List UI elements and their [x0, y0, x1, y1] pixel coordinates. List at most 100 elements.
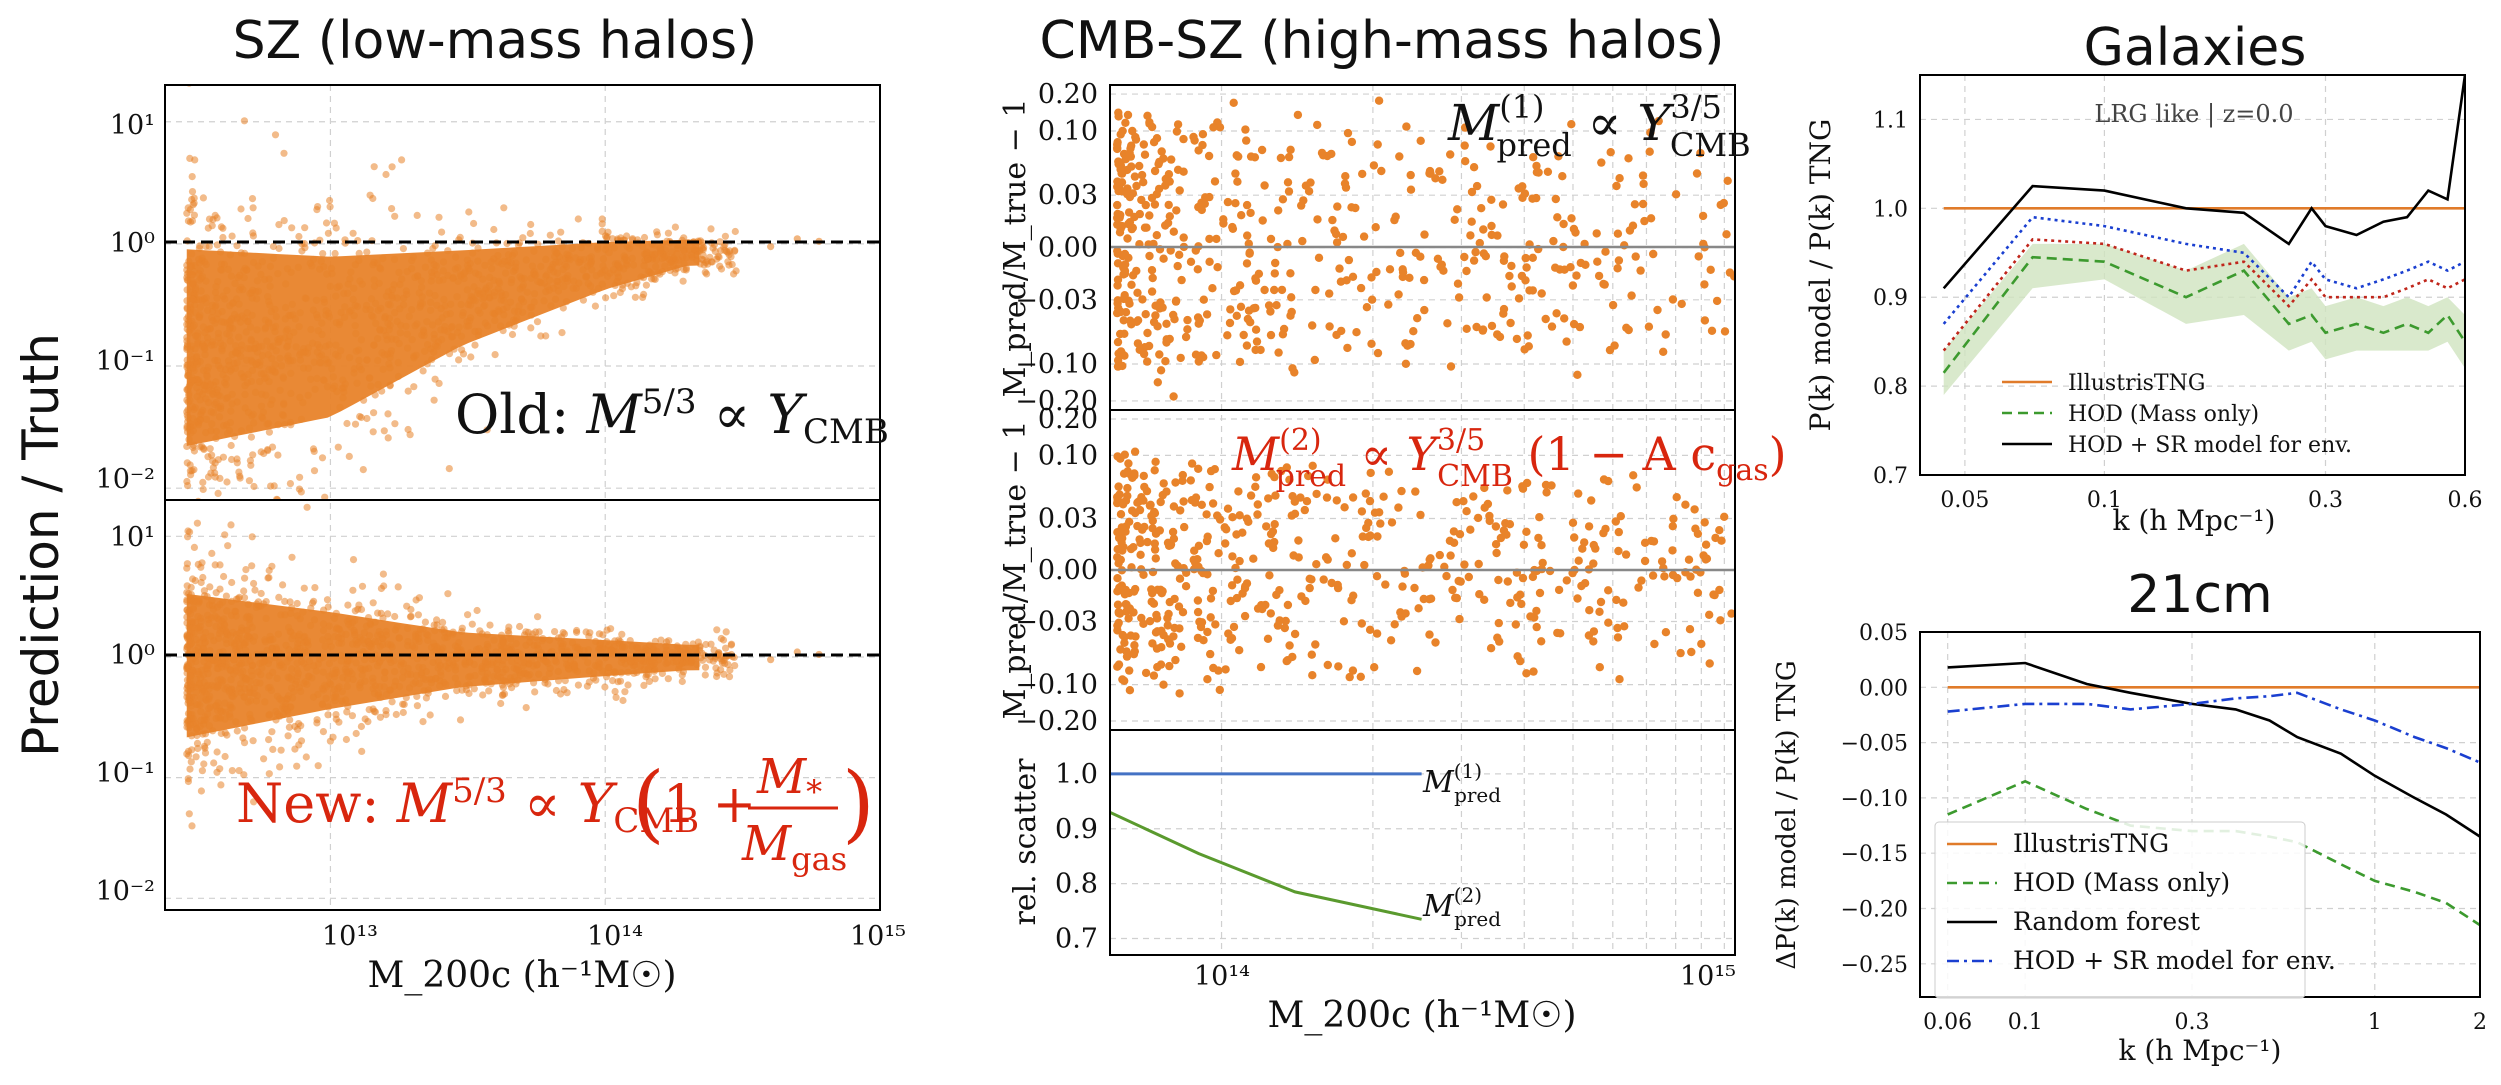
cmbsz-point: [1506, 318, 1515, 328]
sz-point: [213, 357, 221, 365]
cmbsz-point: [1498, 200, 1508, 209]
sz-point: [474, 244, 482, 252]
sz-point: [342, 668, 350, 676]
sz-point: [568, 244, 577, 252]
cmbsz-point: [1401, 609, 1410, 618]
cmbsz-point: [1648, 571, 1658, 580]
cmbsz-point: [1585, 606, 1594, 615]
sz-point: [272, 313, 280, 321]
sz-point: [227, 272, 235, 280]
cmbsz-point: [1480, 503, 1489, 512]
cmbsz-point: [1175, 250, 1184, 259]
sz-point: [607, 625, 615, 633]
cmbsz-scatter-lines: [1110, 772, 1422, 921]
cmbsz-point: [1153, 378, 1163, 387]
sz-point: [454, 643, 462, 651]
sz-point: [302, 295, 310, 303]
cmbsz-point: [1505, 520, 1515, 529]
cmbsz-point: [1280, 623, 1290, 633]
cmbsz-point: [1253, 510, 1262, 519]
cmbsz-point: [1257, 601, 1266, 610]
cmbsz-point: [1119, 316, 1128, 325]
cmbsz-point: [1541, 480, 1551, 490]
cmbsz-ytick: −0.03: [1015, 285, 1098, 316]
sz-point: [495, 277, 503, 285]
sz-point: [358, 280, 366, 288]
sz-point: [396, 305, 404, 313]
sz-point: [396, 280, 404, 289]
sz-new-label: New: M5/3 ∝ YCMB ( 1 + M* Mgas ): [236, 749, 875, 878]
sz-point: [506, 680, 514, 688]
cmbsz-point: [1537, 289, 1546, 298]
cmbsz-point: [1260, 285, 1269, 295]
sz-point: [506, 298, 515, 306]
sz-point: [355, 363, 363, 371]
cmbsz-point: [1252, 337, 1262, 346]
cmbsz-point: [1357, 619, 1367, 628]
cmbsz-point: [1159, 680, 1168, 689]
sz-point: [307, 375, 315, 383]
cmbsz-point: [1274, 206, 1283, 215]
sz-point: [351, 420, 360, 428]
cmbsz-point: [1186, 476, 1196, 485]
cmbsz-point: [1115, 181, 1124, 191]
cmbsz-point: [1398, 582, 1407, 591]
sz-point: [346, 275, 354, 283]
cmbsz-point: [1312, 489, 1321, 499]
sz-point: [434, 318, 442, 326]
sz-point: [682, 264, 691, 272]
cmbsz-point: [1473, 513, 1483, 523]
sz-point: [594, 243, 602, 251]
sz-point: [193, 352, 201, 360]
sz-point: [310, 467, 319, 475]
cmbsz-point: [1127, 162, 1136, 171]
sz-point: [709, 657, 717, 665]
cmbsz-point: [1339, 617, 1349, 626]
cmbsz-point: [1117, 498, 1126, 507]
sz-point: [188, 188, 197, 196]
cmbsz-point: [1300, 505, 1310, 515]
21cm-xtick: 0.06: [1923, 1010, 1972, 1035]
sz-point: [261, 698, 269, 706]
cmbsz-point: [1205, 257, 1214, 266]
sz-point: [642, 673, 650, 681]
cmbsz-point: [1304, 187, 1314, 196]
cmbsz-point: [1293, 110, 1303, 120]
cmbsz-point: [1143, 537, 1152, 547]
sz-point: [192, 688, 200, 697]
cmbsz-point: [1426, 554, 1435, 563]
cmbsz-point: [1668, 570, 1678, 580]
cmbsz-point: [1365, 496, 1375, 506]
sz-point: [390, 281, 398, 289]
cmbsz-point: [1173, 165, 1183, 174]
cmbsz-point: [1367, 339, 1376, 348]
cmbsz-point: [1631, 252, 1640, 261]
sz-point: [470, 685, 478, 693]
sz-point: [551, 628, 559, 636]
sz-point: [186, 684, 194, 692]
sz-point: [304, 672, 312, 680]
cmbsz-point: [1518, 193, 1527, 202]
21cm-xlabel: k (h Mpc⁻¹): [2119, 1034, 2282, 1067]
cmbsz-point: [1686, 572, 1695, 581]
sz-point: [631, 293, 640, 301]
cmbsz-point: [1615, 675, 1624, 684]
cmbsz-point: [1130, 641, 1139, 650]
sz-point: [731, 662, 739, 670]
sz-point: [338, 697, 346, 705]
cmbsz-point: [1125, 192, 1135, 202]
21cm-xtick: 2: [2473, 1010, 2487, 1035]
cmbsz-point: [1406, 339, 1415, 349]
sz-point: [441, 662, 450, 670]
sz-point: [206, 325, 214, 333]
sz-point: [244, 698, 252, 706]
sz-point: [767, 243, 775, 251]
sz-old-label: Old: M5/3 ∝ YCMB: [455, 382, 889, 452]
sz-point: [463, 322, 471, 330]
cmbsz-ytick: −0.20: [1015, 706, 1098, 737]
cmbsz-point: [1351, 203, 1360, 213]
sz-point: [483, 669, 491, 678]
cmbsz-point: [1234, 152, 1243, 161]
cmbsz-point: [1172, 127, 1182, 136]
cmbsz-point: [1373, 140, 1382, 149]
